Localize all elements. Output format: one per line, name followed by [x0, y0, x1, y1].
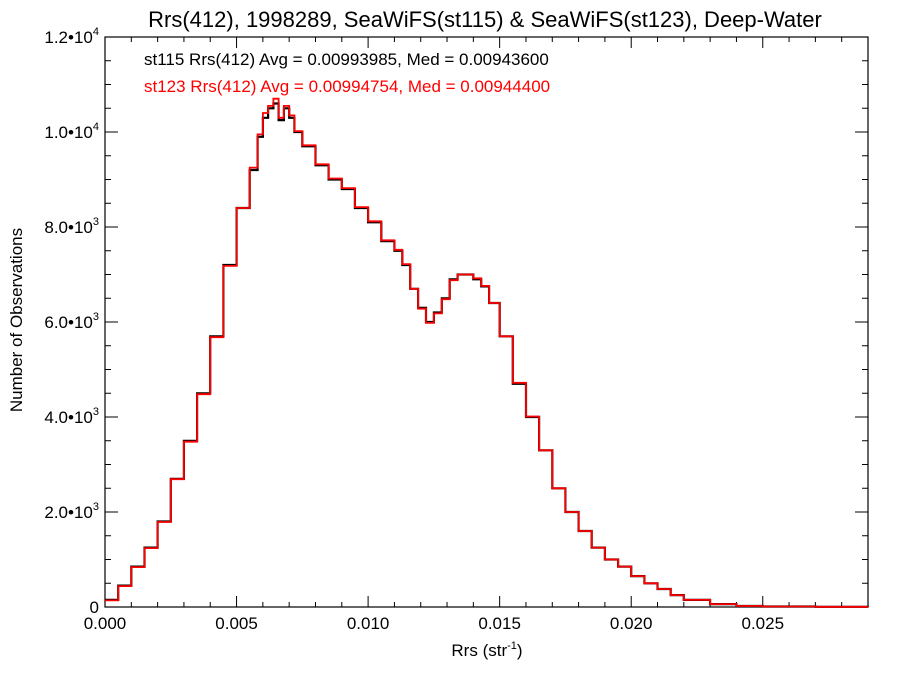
series-line-st115 — [105, 102, 870, 608]
y-tick-label: 6.0•103 — [44, 311, 99, 332]
annotation-st115: st115 Rrs(412) Avg = 0.00993985, Med = 0… — [144, 50, 549, 69]
plot-frame — [104, 36, 869, 608]
y-tick-label: 8.0•103 — [44, 216, 99, 237]
x-tick-label: 0.000 — [84, 614, 127, 633]
x-axis: 0.000 0.005 0.010 0.015 0.020 0.025 — [84, 37, 843, 633]
x-tick-label: 0.010 — [347, 614, 390, 633]
x-tick-label: 0.025 — [741, 614, 784, 633]
y-tick-label: 0 — [90, 598, 99, 617]
y-tick-label: 1.2•104 — [44, 26, 99, 47]
x-tick-label: 0.005 — [215, 614, 258, 633]
y-tick-label: 4.0•103 — [44, 406, 99, 427]
y-axis: 0 2.0•103 4.0•103 6.0•103 8.0•103 1.0•104 1.2•… — [44, 26, 868, 617]
plot-border — [104, 36, 869, 608]
y-axis-label: Number of Observations — [7, 228, 26, 412]
series-group — [105, 97, 870, 608]
x-tick-label: 0.020 — [610, 614, 653, 633]
x-tick-label: 0.015 — [478, 614, 521, 633]
series-line-st123 — [105, 97, 869, 608]
y-tick-label: 2.0•103 — [44, 501, 99, 522]
annotation-st123: st123 Rrs(412) Avg = 0.00994754, Med = 0… — [144, 77, 550, 96]
x-axis-label: Rrs (str-1) — [451, 640, 522, 660]
y-tick-label: 1.0•104 — [44, 121, 99, 142]
chart-title: Rrs(412), 1998289, SeaWiFS(st115) & SeaW… — [148, 7, 822, 32]
